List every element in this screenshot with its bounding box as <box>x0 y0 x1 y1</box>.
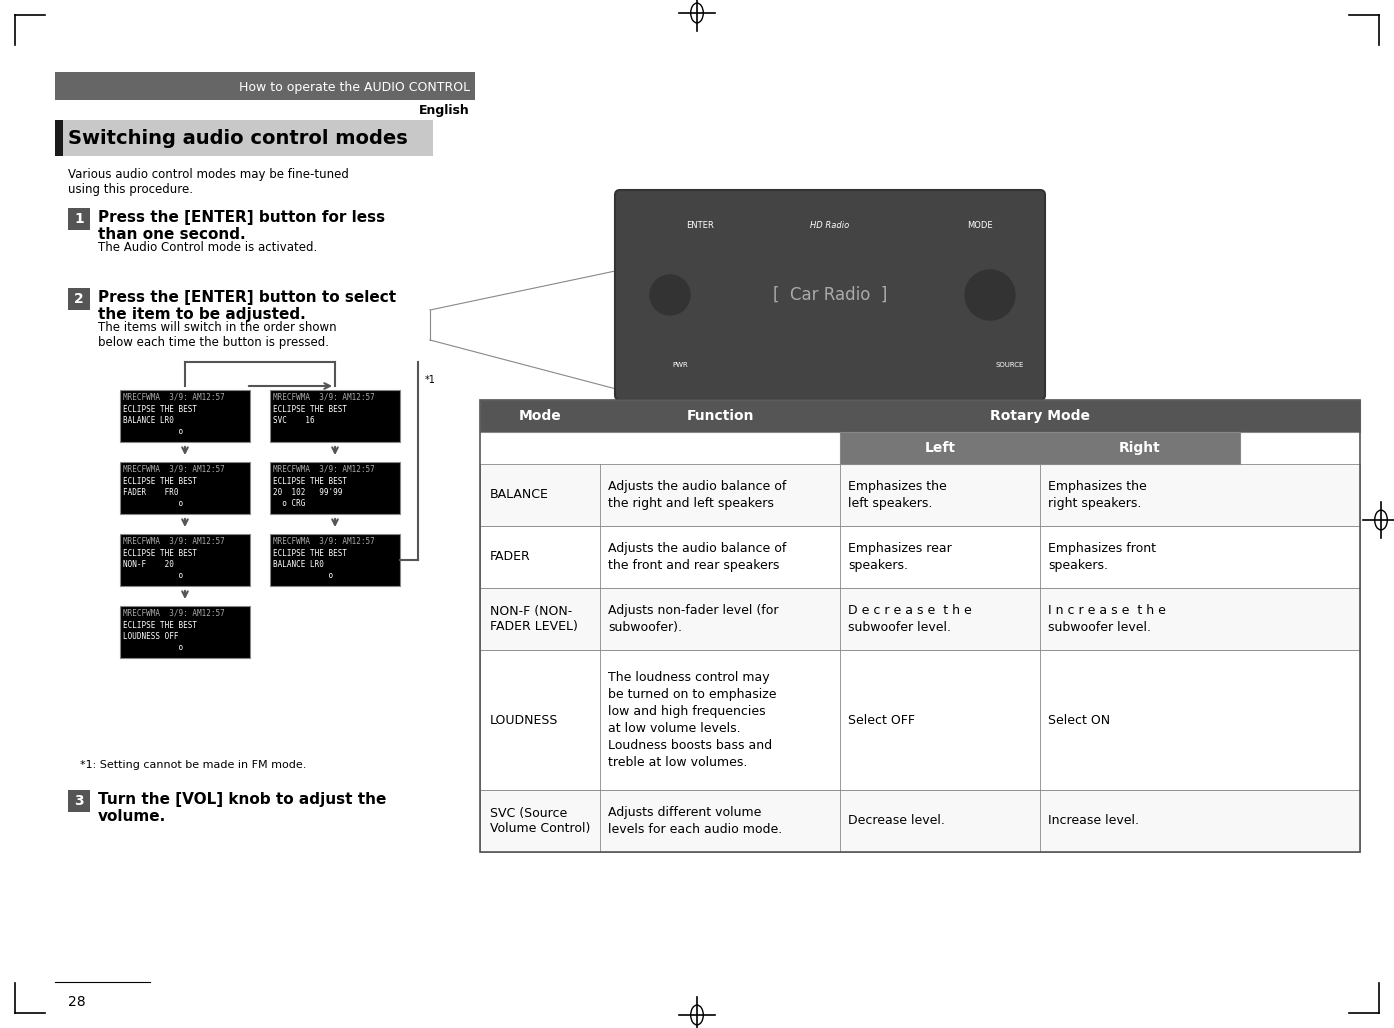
FancyBboxPatch shape <box>270 390 400 442</box>
Text: MODE: MODE <box>967 220 993 229</box>
Text: ECLIPSE THE BEST: ECLIPSE THE BEST <box>123 477 197 485</box>
Text: Mode: Mode <box>519 409 562 423</box>
Text: MRECFWMA  3/9: AM12:57: MRECFWMA 3/9: AM12:57 <box>123 465 224 474</box>
Text: BALANCE LR0: BALANCE LR0 <box>273 560 357 570</box>
Text: 1: 1 <box>74 212 84 226</box>
Text: o: o <box>123 572 183 581</box>
Text: The items will switch in the order shown
below each time the button is pressed.: The items will switch in the order shown… <box>98 321 336 348</box>
Text: Switching audio control modes: Switching audio control modes <box>68 128 408 147</box>
FancyBboxPatch shape <box>615 190 1046 400</box>
Text: Rotary Mode: Rotary Mode <box>990 409 1090 423</box>
Text: Emphasizes the
left speakers.: Emphasizes the left speakers. <box>848 480 947 510</box>
Text: ECLIPSE THE BEST: ECLIPSE THE BEST <box>273 404 347 413</box>
Text: ECLIPSE THE BEST: ECLIPSE THE BEST <box>123 549 197 557</box>
Text: The loudness control may
be turned on to emphasize
low and high frequencies
at l: The loudness control may be turned on to… <box>608 671 776 769</box>
Text: D e c r e a s e  t h e
subwoofer level.: D e c r e a s e t h e subwoofer level. <box>848 604 972 634</box>
Text: 3: 3 <box>74 794 84 808</box>
Text: ECLIPSE THE BEST: ECLIPSE THE BEST <box>273 549 347 557</box>
FancyBboxPatch shape <box>270 462 400 514</box>
Text: SOURCE: SOURCE <box>995 362 1025 368</box>
Text: ECLIPSE THE BEST: ECLIPSE THE BEST <box>123 404 197 413</box>
Text: English: English <box>420 104 470 117</box>
Text: MRECFWMA  3/9: AM12:57: MRECFWMA 3/9: AM12:57 <box>123 537 224 546</box>
Text: FADER: FADER <box>491 551 531 563</box>
Text: FADER    FR0: FADER FR0 <box>123 488 206 497</box>
FancyBboxPatch shape <box>480 650 1361 790</box>
Text: Adjusts non-fader level (for
subwoofer).: Adjusts non-fader level (for subwoofer). <box>608 604 778 634</box>
FancyBboxPatch shape <box>480 790 1361 852</box>
Text: o: o <box>123 644 183 653</box>
FancyBboxPatch shape <box>120 390 250 442</box>
Text: HD Radio: HD Radio <box>810 220 849 229</box>
Text: o: o <box>123 428 183 437</box>
Text: BALANCE LR0: BALANCE LR0 <box>123 416 206 425</box>
Text: MRECFWMA  3/9: AM12:57: MRECFWMA 3/9: AM12:57 <box>123 393 224 402</box>
Text: Select ON: Select ON <box>1048 713 1110 727</box>
Text: SVC    16: SVC 16 <box>273 416 357 425</box>
Text: Emphasizes front
speakers.: Emphasizes front speakers. <box>1048 542 1156 572</box>
Text: ECLIPSE THE BEST: ECLIPSE THE BEST <box>123 621 197 629</box>
Text: NON-F (NON-
FADER LEVEL): NON-F (NON- FADER LEVEL) <box>491 605 579 633</box>
FancyBboxPatch shape <box>480 400 1361 432</box>
Text: Select OFF: Select OFF <box>848 713 914 727</box>
FancyBboxPatch shape <box>54 72 475 100</box>
Text: Turn the [VOL] knob to adjust the
volume.: Turn the [VOL] knob to adjust the volume… <box>98 792 386 824</box>
Text: Emphasizes rear
speakers.: Emphasizes rear speakers. <box>848 542 952 572</box>
Text: MRECFWMA  3/9: AM12:57: MRECFWMA 3/9: AM12:57 <box>273 465 375 474</box>
Text: Emphasizes the
right speakers.: Emphasizes the right speakers. <box>1048 480 1147 510</box>
FancyBboxPatch shape <box>120 534 250 586</box>
Text: ECLIPSE THE BEST: ECLIPSE THE BEST <box>273 477 347 485</box>
Text: I n c r e a s e  t h e
subwoofer level.: I n c r e a s e t h e subwoofer level. <box>1048 604 1165 634</box>
Text: 20  102   99'99: 20 102 99'99 <box>273 488 357 497</box>
Text: Left: Left <box>924 441 955 455</box>
FancyBboxPatch shape <box>480 588 1361 650</box>
FancyBboxPatch shape <box>120 605 250 658</box>
Text: Decrease level.: Decrease level. <box>848 814 945 828</box>
Text: LOUDNESS: LOUDNESS <box>491 713 559 727</box>
Text: o: o <box>273 572 333 581</box>
Text: SVC (Source
Volume Control): SVC (Source Volume Control) <box>491 807 591 835</box>
Text: ENTER: ENTER <box>686 220 714 229</box>
FancyBboxPatch shape <box>68 208 91 230</box>
FancyBboxPatch shape <box>54 120 63 156</box>
Text: MRECFWMA  3/9: AM12:57: MRECFWMA 3/9: AM12:57 <box>273 393 375 402</box>
Text: NON-F    20: NON-F 20 <box>123 560 206 570</box>
Text: PWR: PWR <box>672 362 687 368</box>
FancyBboxPatch shape <box>270 534 400 586</box>
Text: [  Car Radio  ]: [ Car Radio ] <box>772 286 887 304</box>
Text: LOUDNESS OFF: LOUDNESS OFF <box>123 632 206 641</box>
FancyBboxPatch shape <box>63 120 434 156</box>
Text: The Audio Control mode is activated.: The Audio Control mode is activated. <box>98 241 318 254</box>
FancyBboxPatch shape <box>841 432 1241 464</box>
Text: Various audio control modes may be fine-tuned
using this procedure.: Various audio control modes may be fine-… <box>68 168 348 196</box>
Text: MRECFWMA  3/9: AM12:57: MRECFWMA 3/9: AM12:57 <box>123 609 224 618</box>
FancyBboxPatch shape <box>480 526 1361 588</box>
Text: BALANCE: BALANCE <box>491 488 549 502</box>
Text: o CRG: o CRG <box>273 500 305 509</box>
Circle shape <box>650 276 690 315</box>
Text: Function: Function <box>686 409 754 423</box>
Text: Increase level.: Increase level. <box>1048 814 1139 828</box>
Text: How to operate the AUDIO CONTROL: How to operate the AUDIO CONTROL <box>238 80 470 94</box>
FancyBboxPatch shape <box>480 464 1361 526</box>
Text: Adjusts the audio balance of
the front and rear speakers: Adjusts the audio balance of the front a… <box>608 542 786 572</box>
FancyBboxPatch shape <box>68 790 91 812</box>
Text: Press the [ENTER] button for less
than one second.: Press the [ENTER] button for less than o… <box>98 210 385 243</box>
Text: 2: 2 <box>74 292 84 306</box>
Text: o: o <box>123 500 183 509</box>
Circle shape <box>965 270 1015 320</box>
Text: Adjusts different volume
levels for each audio mode.: Adjusts different volume levels for each… <box>608 806 782 836</box>
Text: *1: Setting cannot be made in FM mode.: *1: Setting cannot be made in FM mode. <box>79 760 307 770</box>
Text: Right: Right <box>1119 441 1161 455</box>
FancyBboxPatch shape <box>68 288 91 310</box>
Text: *1: *1 <box>425 375 436 386</box>
Text: 28: 28 <box>68 995 85 1009</box>
Text: MRECFWMA  3/9: AM12:57: MRECFWMA 3/9: AM12:57 <box>273 537 375 546</box>
FancyBboxPatch shape <box>120 462 250 514</box>
Text: Adjusts the audio balance of
the right and left speakers: Adjusts the audio balance of the right a… <box>608 480 786 510</box>
Text: Press the [ENTER] button to select
the item to be adjusted.: Press the [ENTER] button to select the i… <box>98 290 396 323</box>
